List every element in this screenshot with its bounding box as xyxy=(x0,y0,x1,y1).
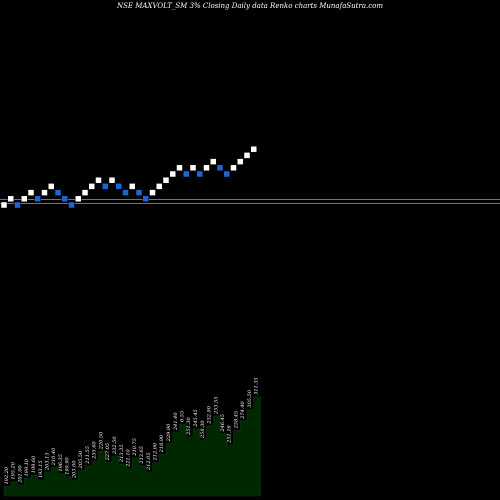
renko-brick-up xyxy=(169,170,176,178)
renko-brick-down xyxy=(142,195,149,203)
volume-label: 311.35 xyxy=(254,377,260,395)
volume-label: 221.10 xyxy=(126,448,132,467)
volume-label: 193.15 xyxy=(38,461,44,479)
renko-brick-up xyxy=(129,183,136,190)
renko-brick-down xyxy=(122,189,129,196)
volume-label: 203.00 xyxy=(72,460,78,479)
volume-label: 210.75 xyxy=(132,438,138,457)
volume-label: 205.50 xyxy=(78,450,84,469)
renko-brick-up xyxy=(162,176,170,184)
renko-brick-up xyxy=(149,189,156,196)
renko-brick-up xyxy=(250,145,257,153)
volume-label: 213.35 xyxy=(119,445,125,464)
volume-label: 220.50 xyxy=(99,431,105,450)
renko-brick-up xyxy=(176,164,183,172)
renko-brick-down xyxy=(102,183,109,190)
volume-label: 199.60 xyxy=(31,455,37,473)
renko-brick-up xyxy=(88,183,95,190)
volume-label: 252.90 xyxy=(207,405,213,424)
renko-brick-up xyxy=(156,183,163,190)
renko-brick-down xyxy=(135,189,143,196)
renko-brick-up xyxy=(95,176,102,184)
volume-label: 199.10 xyxy=(24,458,30,476)
renko-brick-up xyxy=(210,158,217,165)
renko-brick-down xyxy=(34,195,41,203)
renko-brick-up xyxy=(243,152,251,159)
volume-label: 211.55 xyxy=(85,446,91,465)
volume-label: 253.55 xyxy=(213,397,219,416)
renko-brick-up xyxy=(41,189,48,196)
volume-label: 251.16 xyxy=(227,424,233,443)
renko-brick-down xyxy=(68,201,75,209)
volume-label: 251.30 xyxy=(186,416,192,435)
renko-brick-up xyxy=(75,195,82,203)
renko-brick-up xyxy=(81,189,89,196)
reference-lines xyxy=(0,199,500,204)
volume-labels: 192.20 195.20 201.00 199.10 199.60 193.15 203.… xyxy=(4,377,260,484)
renko-brick-up xyxy=(189,164,197,172)
volume-label: 227.05 xyxy=(105,443,111,462)
volume-area-fill xyxy=(3,396,261,497)
renko-brick-down xyxy=(196,170,203,178)
renko-brick-up xyxy=(7,195,14,203)
renko-brick-up xyxy=(0,201,8,209)
renko-brick-down xyxy=(216,164,224,172)
renko-brick-down xyxy=(223,170,230,178)
renko-brick-down xyxy=(54,189,62,196)
volume-label: 192.20 xyxy=(4,466,10,484)
renko-brick-up xyxy=(203,164,210,172)
volume-label: 232.50 xyxy=(112,436,118,455)
renko-bricks xyxy=(0,145,257,209)
volume-label: 258.45 xyxy=(234,411,240,430)
volume-label: 212.05 xyxy=(146,453,152,472)
volume-label: 195.20 xyxy=(11,461,17,479)
chart-title: NSE MAXVOLT_SM 3% Closing Daily data Ren… xyxy=(117,2,383,10)
volume-label: 196.35 xyxy=(58,454,64,472)
volume-label: 305.50 xyxy=(247,389,253,407)
renko-brick-up xyxy=(21,195,28,203)
volume-label: 246.45 xyxy=(220,414,226,433)
volume-label: 201.00 xyxy=(18,464,24,483)
volume-label: 6.55 xyxy=(180,411,186,422)
volume-label: 213.65 xyxy=(139,446,145,465)
volume-label: 210.40 xyxy=(51,447,57,466)
volume-area xyxy=(3,396,261,497)
volume-label: 245.45 xyxy=(193,409,199,428)
renko-brick-down xyxy=(61,195,68,203)
volume-label: 241.40 xyxy=(173,412,179,431)
volume-label: 274.40 xyxy=(240,400,246,419)
volume-label: 235.60 xyxy=(92,440,98,459)
renko-brick-down xyxy=(115,183,122,190)
renko-brick-up xyxy=(230,164,237,172)
renko-brick-down xyxy=(183,170,190,178)
volume-label: 212.00 xyxy=(153,442,159,461)
volume-label: 218.90 xyxy=(159,434,165,453)
renko-brick-up xyxy=(27,189,35,196)
renko-brick-up xyxy=(48,183,55,190)
volume-label: 203.15 xyxy=(45,453,51,472)
volume-label: 199.90 xyxy=(65,456,71,474)
renko-brick-up xyxy=(108,176,116,184)
volume-label: 258.30 xyxy=(200,420,206,439)
renko-brick-down xyxy=(14,201,21,209)
volume-label: 229.90 xyxy=(166,423,172,442)
renko-brick-up xyxy=(237,158,244,165)
